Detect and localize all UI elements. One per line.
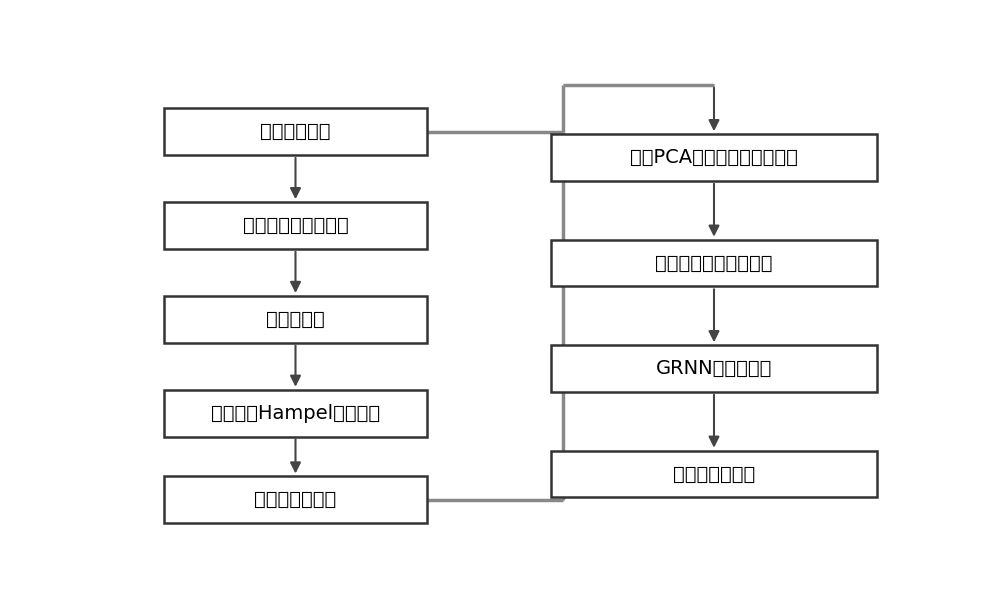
Text: 遗传算法确定滞后时间: 遗传算法确定滞后时间	[655, 253, 773, 272]
FancyBboxPatch shape	[164, 476, 427, 523]
FancyBboxPatch shape	[551, 451, 877, 498]
Text: 移动窗口Hampel法去野值: 移动窗口Hampel法去野值	[211, 404, 380, 423]
Text: 软仪表在线预测: 软仪表在线预测	[673, 465, 755, 484]
Text: 缺失值填补: 缺失值填补	[266, 310, 325, 329]
Text: 小波单变量去噪: 小波单变量去噪	[254, 490, 337, 509]
FancyBboxPatch shape	[551, 239, 877, 286]
FancyBboxPatch shape	[164, 296, 427, 343]
FancyBboxPatch shape	[551, 134, 877, 181]
FancyBboxPatch shape	[164, 202, 427, 249]
Text: 经验法选择辅助变量: 经验法选择辅助变量	[243, 216, 348, 235]
FancyBboxPatch shape	[164, 108, 427, 155]
Text: 多元PCA工况确认和异常识别: 多元PCA工况确认和异常识别	[630, 148, 798, 167]
Text: GRNN建立软仪表: GRNN建立软仪表	[656, 359, 772, 378]
FancyBboxPatch shape	[164, 390, 427, 437]
Text: 历史工业数据: 历史工业数据	[260, 122, 331, 141]
FancyBboxPatch shape	[551, 345, 877, 392]
